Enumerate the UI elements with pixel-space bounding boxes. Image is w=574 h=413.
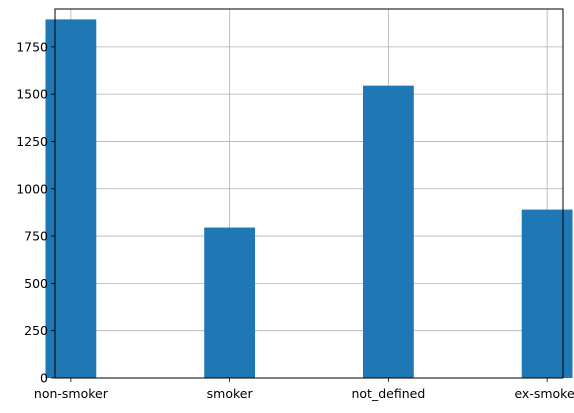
y-tick-label: 750 [24,229,48,244]
y-tick-label: 1000 [16,181,48,196]
bar-not_defined [362,85,414,378]
y-tick-label: 1250 [16,134,48,149]
y-tick-label: 500 [24,276,48,291]
plot-frame [54,8,564,379]
y-axis-ticks: 0 250 500 750 1000 1250 1500 1750 [16,39,55,386]
y-tick-label: 1500 [16,87,48,102]
y-tick-label: 250 [24,323,48,338]
x-tick-label: non-smoker [34,386,109,401]
x-tick-label: not_defined [351,386,425,401]
bars [45,19,573,379]
bar-smoker [204,227,256,378]
x-tick-label: ex-smoker [514,386,574,401]
x-axis-ticks: non-smoker smoker not_defined ex-smoker [34,378,574,401]
y-tick-label: 1750 [16,39,48,54]
bar-ex-smoker [521,209,573,378]
grid-lines [55,9,563,379]
y-tick-label: 0 [40,371,48,386]
x-tick-label: smoker [207,386,254,401]
bar-non-smoker [45,19,97,379]
